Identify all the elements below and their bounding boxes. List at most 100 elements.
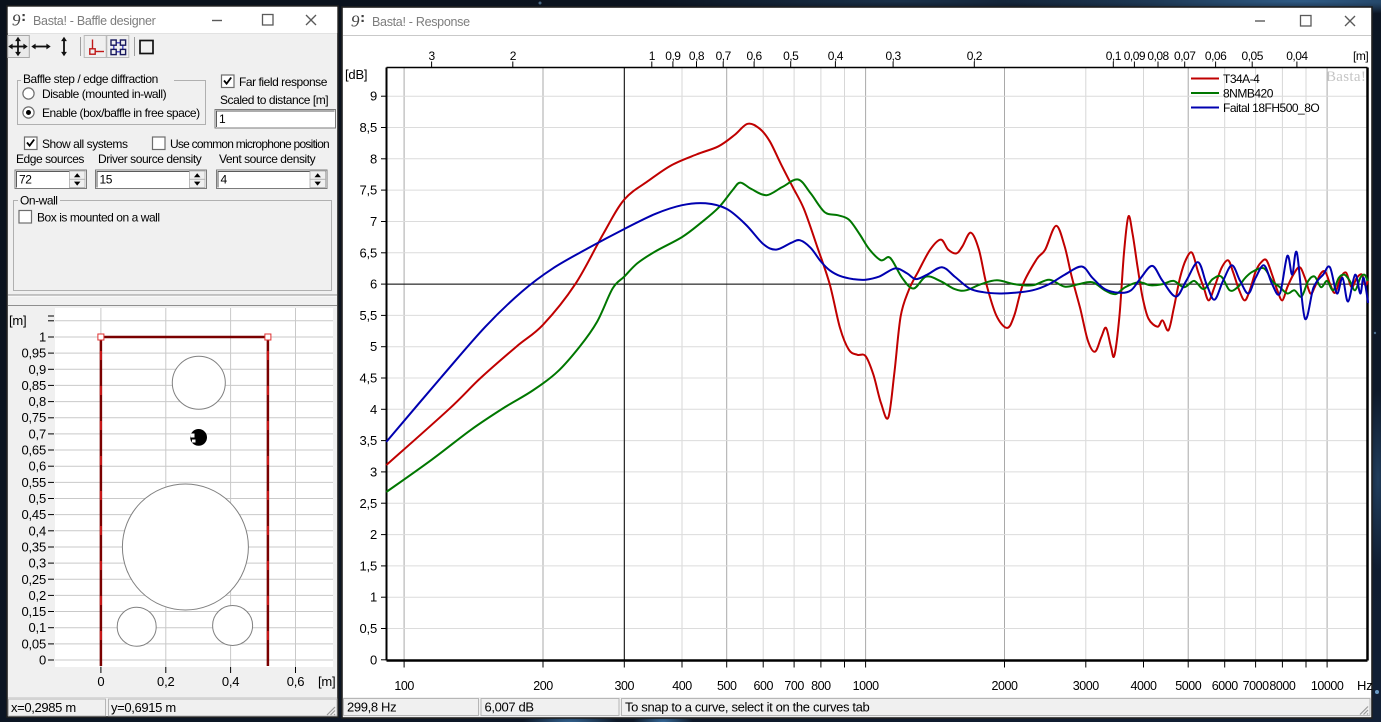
svg-text:200: 200 <box>533 679 553 693</box>
svg-text:[m]: [m] <box>318 674 335 689</box>
svg-text:6,5: 6,5 <box>360 245 377 260</box>
svg-text:6,007 dB: 6,007 dB <box>485 700 534 715</box>
svg-text:5: 5 <box>370 339 377 354</box>
svg-text:0,8: 0,8 <box>29 394 46 409</box>
svg-text:1: 1 <box>219 112 226 126</box>
svg-text:72: 72 <box>19 173 32 187</box>
svg-text:0,4: 0,4 <box>222 674 239 689</box>
svg-text:Enable (box/baffle in free spa: Enable (box/baffle in free space) <box>42 106 200 120</box>
svg-text:0,15: 0,15 <box>21 604 46 619</box>
svg-text:800: 800 <box>811 679 831 693</box>
svg-text:0,9: 0,9 <box>665 49 681 63</box>
svg-text:0,8: 0,8 <box>689 49 705 63</box>
svg-text:300: 300 <box>615 679 635 693</box>
svg-text:5,5: 5,5 <box>360 308 377 323</box>
svg-text:0,35: 0,35 <box>21 540 46 555</box>
svg-text:0,06: 0,06 <box>1205 49 1227 63</box>
svg-text:0,2: 0,2 <box>967 49 983 63</box>
svg-text:0,7: 0,7 <box>716 49 732 63</box>
svg-text:0,65: 0,65 <box>21 443 46 458</box>
svg-text:0,4: 0,4 <box>828 49 844 63</box>
svg-text:[dB]: [dB] <box>345 67 367 82</box>
svg-text:8000: 8000 <box>1269 679 1296 693</box>
svg-text:1: 1 <box>39 330 46 345</box>
svg-text:1,5: 1,5 <box>360 558 377 573</box>
svg-text:0,04: 0,04 <box>1286 49 1308 63</box>
svg-text:7,5: 7,5 <box>360 183 377 198</box>
svg-text:5000: 5000 <box>1175 679 1202 693</box>
svg-text:4,5: 4,5 <box>360 371 377 386</box>
svg-text:Baffle step / edge diffraction: Baffle step / edge diffraction <box>23 72 158 86</box>
svg-text:3,5: 3,5 <box>360 433 377 448</box>
svg-text:Faital 18FH500_8O: Faital 18FH500_8O <box>1223 101 1319 115</box>
svg-text:0,5: 0,5 <box>29 491 46 506</box>
svg-text:6: 6 <box>370 277 377 292</box>
svg-text:10000: 10000 <box>1311 679 1344 693</box>
svg-text:8,5: 8,5 <box>360 120 377 135</box>
svg-text:0,85: 0,85 <box>21 378 46 393</box>
svg-text:2,5: 2,5 <box>360 496 377 511</box>
svg-text:9: 9 <box>12 11 21 30</box>
svg-text:0,5: 0,5 <box>783 49 799 63</box>
svg-text:0,6: 0,6 <box>747 49 763 63</box>
svg-text:600: 600 <box>753 679 773 693</box>
svg-text:0,09: 0,09 <box>1124 49 1146 63</box>
svg-text:1000: 1000 <box>853 679 880 693</box>
svg-text:0,25: 0,25 <box>21 572 46 587</box>
svg-text:Basta!: Basta! <box>1326 69 1366 85</box>
svg-text:To snap to a curve, select it: To snap to a curve, select it on the cur… <box>625 700 870 715</box>
svg-text:8NMB420: 8NMB420 <box>1223 87 1274 101</box>
svg-text:0,9: 0,9 <box>29 362 46 377</box>
svg-text:0,08: 0,08 <box>1147 49 1169 63</box>
svg-text:0,6: 0,6 <box>29 459 46 474</box>
svg-text:2: 2 <box>510 49 517 63</box>
svg-text:0,07: 0,07 <box>1174 49 1196 63</box>
svg-text:0,4: 0,4 <box>29 523 46 538</box>
svg-text:y=0,6915 m: y=0,6915 m <box>111 700 176 715</box>
svg-text:0,7: 0,7 <box>29 426 46 441</box>
svg-text:0,5: 0,5 <box>360 621 377 636</box>
svg-text:On-wall: On-wall <box>20 194 58 208</box>
svg-text:0,55: 0,55 <box>21 475 46 490</box>
svg-text:Basta! - Baffle designer: Basta! - Baffle designer <box>33 14 156 28</box>
svg-text:[m]: [m] <box>1353 49 1368 63</box>
svg-text:1: 1 <box>649 49 656 63</box>
svg-text:Use common microphone position: Use common microphone position <box>170 137 329 151</box>
svg-text:Basta! - Response: Basta! - Response <box>372 15 470 29</box>
svg-text:0,6: 0,6 <box>287 674 304 689</box>
svg-text:Edge sources: Edge sources <box>16 152 84 166</box>
svg-text:9: 9 <box>370 89 377 104</box>
svg-text:500: 500 <box>717 679 737 693</box>
svg-text:x=0,2985 m: x=0,2985 m <box>11 700 76 715</box>
svg-text:0,2: 0,2 <box>157 674 174 689</box>
svg-text:Vent source density: Vent source density <box>219 152 316 166</box>
svg-text:100: 100 <box>394 679 414 693</box>
svg-text:0,45: 0,45 <box>21 507 46 522</box>
svg-text:0,05: 0,05 <box>21 636 46 651</box>
svg-text:8: 8 <box>370 151 377 166</box>
svg-text:15: 15 <box>100 173 113 187</box>
svg-text:9: 9 <box>351 12 360 31</box>
svg-text:T34A-4: T34A-4 <box>1223 72 1260 86</box>
svg-text:400: 400 <box>672 679 692 693</box>
svg-text:0,95: 0,95 <box>21 346 46 361</box>
svg-text:3: 3 <box>429 49 436 63</box>
svg-text:0,3: 0,3 <box>886 49 902 63</box>
svg-text:4000: 4000 <box>1130 679 1157 693</box>
svg-text:Hz: Hz <box>1357 678 1373 693</box>
svg-text:Disable (mounted in-wall): Disable (mounted in-wall) <box>42 87 167 101</box>
svg-text:0,1: 0,1 <box>29 620 46 635</box>
svg-text:7: 7 <box>370 214 377 229</box>
svg-text:Show all systems: Show all systems <box>42 137 128 151</box>
svg-text:1: 1 <box>370 590 377 605</box>
svg-text:4: 4 <box>370 402 377 417</box>
svg-text:Far field response: Far field response <box>239 75 328 89</box>
svg-text:0,75: 0,75 <box>21 410 46 425</box>
svg-text:3: 3 <box>370 464 377 479</box>
svg-text:7000: 7000 <box>1243 679 1270 693</box>
svg-text:6000: 6000 <box>1212 679 1239 693</box>
svg-text:2000: 2000 <box>991 679 1018 693</box>
svg-text:[m]: [m] <box>9 313 26 328</box>
svg-text:0,1: 0,1 <box>1106 49 1122 63</box>
svg-text:Driver source density: Driver source density <box>98 152 202 166</box>
